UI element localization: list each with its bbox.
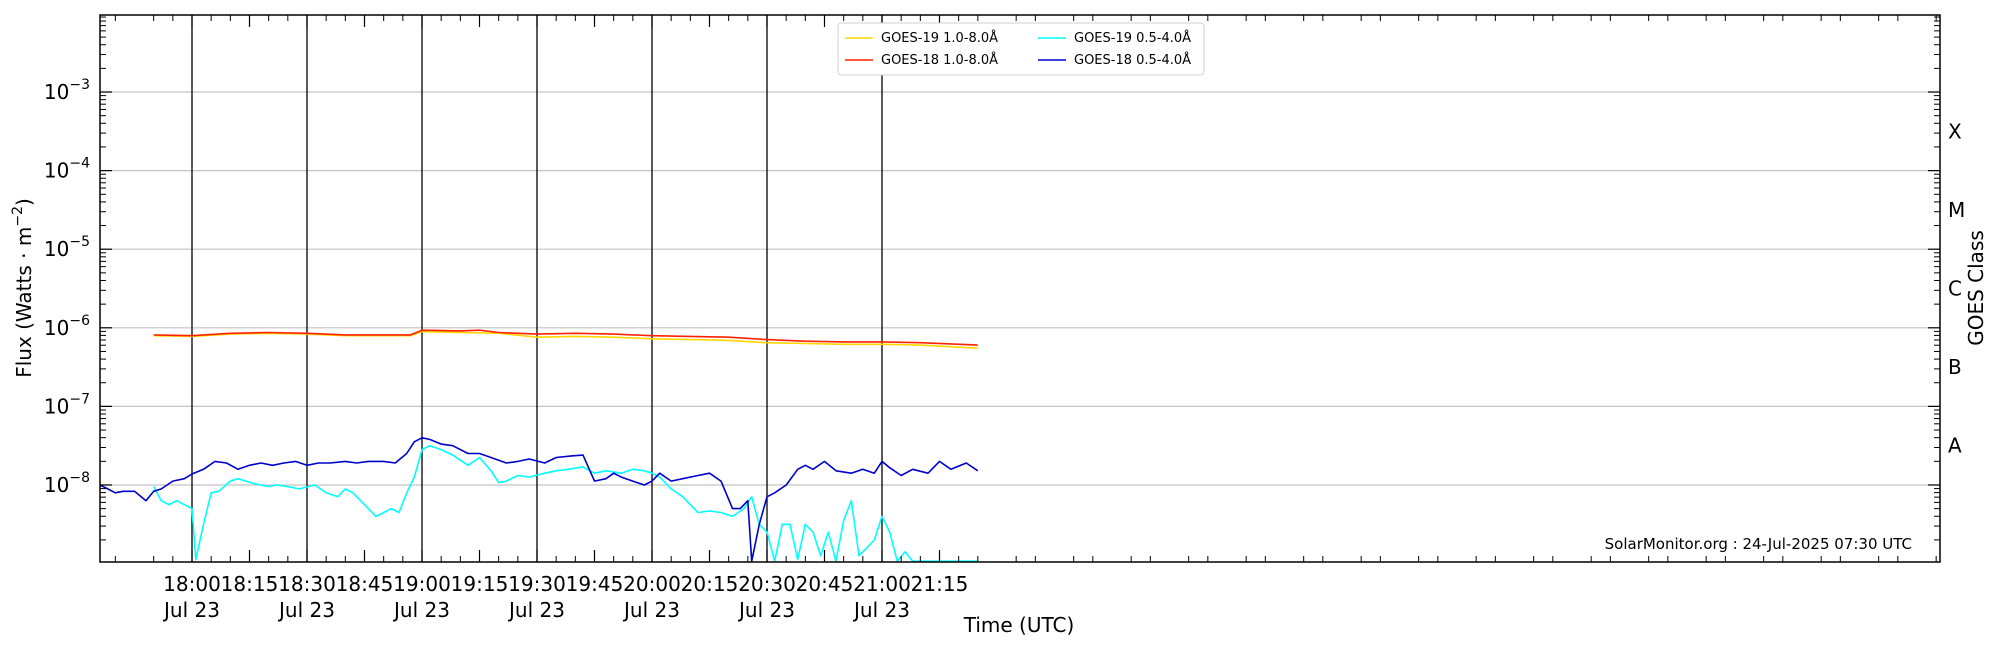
x-tick-time-label: 18:15 <box>221 572 279 596</box>
y-tick-label-base: 10 <box>44 394 69 418</box>
x-tick-time-label: 18:30 <box>278 572 336 596</box>
y-tick-label-exponent: −4 <box>69 156 90 172</box>
goes-class-label: B <box>1948 355 1962 379</box>
x-tick-time-label: 20:45 <box>796 572 854 596</box>
legend-label-goes18-long: GOES-18 1.0-8.0Å <box>881 52 998 68</box>
x-tick-date-label: Jul 23 <box>277 598 335 622</box>
x-tick-time-label: 19:45 <box>566 572 624 596</box>
y-axis-label-close: ) <box>12 198 36 206</box>
y-tick-label-exponent: −7 <box>69 391 90 407</box>
goes-class-axis-label: GOES Class <box>1964 230 1988 346</box>
y-axis-label-main: Flux (Watts · m <box>12 227 36 378</box>
y-tick-label-base: 10 <box>44 159 69 183</box>
legend: GOES-19 1.0-8.0Å GOES-19 0.5-4.0Å GOES-1… <box>837 22 1205 76</box>
x-tick-time-label: 20:00 <box>623 572 681 596</box>
x-tick-date-label: Jul 23 <box>622 598 680 622</box>
y-tick-label-base: 10 <box>44 473 69 497</box>
y-tick-label-base: 10 <box>44 237 69 261</box>
x-tick-date-label: Jul 23 <box>737 598 795 622</box>
series-line-goes-19-0-5-4-0- <box>152 444 978 562</box>
y-tick-label-exponent: −6 <box>69 313 90 329</box>
legend-label-goes19-long: GOES-19 1.0-8.0Å <box>881 30 998 46</box>
y-tick-label: 10−5 <box>44 234 90 261</box>
x-tick-time-label: 19:00 <box>393 572 451 596</box>
credit-label: SolarMonitor.org : 24-Jul-2025 07:30 UTC <box>1605 535 1912 553</box>
y-tick-label: 10−4 <box>44 156 90 183</box>
y-tick-label-exponent: −5 <box>69 234 90 250</box>
x-tick-time-label: 19:30 <box>508 572 566 596</box>
y-tick-label-exponent: −8 <box>69 470 90 486</box>
goes-class-label: X <box>1948 119 1962 143</box>
x-tick-date-label: Jul 23 <box>392 598 450 622</box>
legend-label-goes19-short: GOES-19 0.5-4.0Å <box>1074 30 1191 46</box>
x-tick-date-label: Jul 23 <box>162 598 220 622</box>
series-line-goes-18-1-0-8-0- <box>153 329 978 346</box>
x-tick-time-label: 21:00 <box>853 572 911 596</box>
y-tick-label: 10−8 <box>44 470 90 497</box>
series-line-goes-18-0-5-4-0- <box>100 436 979 562</box>
y-axis-label: Flux (Watts · m−2) <box>10 198 36 378</box>
x-tick-time-label: 20:15 <box>681 572 739 596</box>
y-tick-label: 10−6 <box>44 313 90 340</box>
plot-frame <box>99 14 1941 563</box>
x-tick-time-label: 20:30 <box>738 572 796 596</box>
x-axis-label: Time (UTC) <box>963 613 1075 637</box>
y-tick-label: 10−7 <box>44 391 90 418</box>
y-tick-label-exponent: −3 <box>69 77 90 93</box>
goes-class-layer: X M C B A <box>1948 119 1965 457</box>
legend-box <box>837 22 1205 76</box>
grid-layer <box>100 91 1940 486</box>
x-tick-time-label: 21:15 <box>911 572 969 596</box>
y-tick-label-base: 10 <box>44 316 69 340</box>
goes-class-label: A <box>1948 434 1962 458</box>
y-tick-label-base: 10 <box>44 80 69 104</box>
x-tick-time-label: 18:00 <box>163 572 221 596</box>
x-tick-time-label: 19:15 <box>451 572 509 596</box>
legend-label-goes18-short: GOES-18 0.5-4.0Å <box>1074 52 1191 68</box>
x-tick-date-label: Jul 23 <box>852 598 910 622</box>
x-tick-date-label: Jul 23 <box>507 598 565 622</box>
y-axis-label-exponent: −2 <box>10 206 26 227</box>
series-layer <box>100 329 979 562</box>
x-tick-time-label: 18:45 <box>336 572 394 596</box>
goes-class-label: M <box>1948 198 1965 222</box>
y-tick-label: 10−3 <box>44 77 90 104</box>
goes-class-label: C <box>1948 277 1962 301</box>
vertical-lines-layer <box>191 15 883 562</box>
y-tick-layer: 10−310−410−510−610−710−8 <box>44 16 1940 541</box>
